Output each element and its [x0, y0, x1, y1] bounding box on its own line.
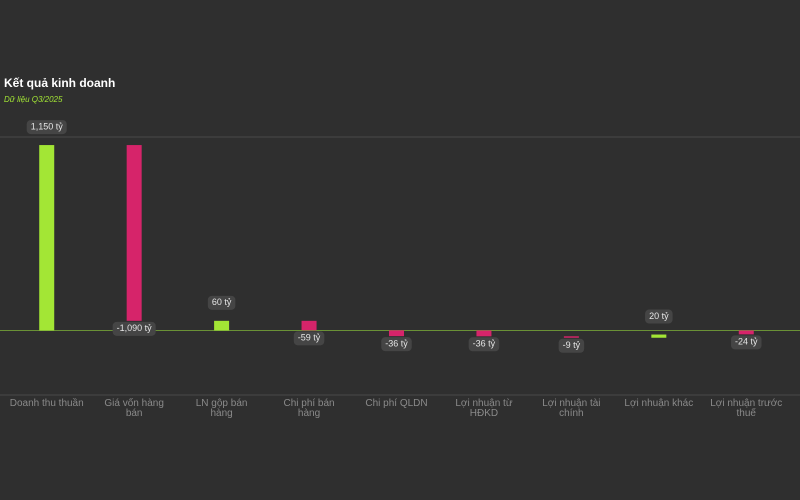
bar: [126, 145, 142, 321]
x-tick-label: Giá vốn hàng bán: [104, 398, 164, 419]
value-label-box: [207, 295, 236, 310]
value-label: 20 tỷ: [649, 311, 669, 321]
value-label-group: -36 tỷ: [468, 337, 500, 352]
bar: [651, 334, 667, 338]
bar: [39, 145, 55, 331]
value-label-group: -59 tỷ: [293, 331, 325, 346]
bar: [738, 330, 754, 335]
bar: [476, 330, 492, 337]
value-label: 60 tỷ: [212, 297, 232, 307]
x-tick-label: Chi phí QLDN: [365, 398, 428, 409]
x-tick-label: Doanh thu thuần: [9, 398, 84, 409]
x-tick-label: Lợi nhuận tài chính: [542, 398, 601, 419]
bar: [389, 330, 404, 337]
value-label-group: 20 tỷ: [645, 309, 673, 324]
value-label: -36 tỷ: [473, 339, 496, 349]
value-label-group: -36 tỷ: [381, 337, 412, 352]
value-label: 1,150 tỷ: [31, 121, 64, 131]
x-tick-label: Lợi nhuận khác: [624, 398, 694, 409]
value-label-box: [381, 337, 412, 352]
value-label-box: [112, 321, 156, 336]
value-label-box: [645, 309, 673, 324]
value-label: -59 tỷ: [298, 333, 321, 343]
value-label-box: [26, 120, 67, 135]
value-label: -36 tỷ: [385, 339, 408, 349]
value-label-box: [468, 337, 500, 352]
x-tick-label: Lợi nhuận từ HĐKD: [455, 398, 513, 419]
bar: [301, 320, 317, 331]
bar: [214, 320, 230, 331]
value-label-box: [293, 331, 325, 346]
x-tick-label: LN gộp bán hàng: [195, 398, 248, 419]
value-label-group: -24 tỷ: [731, 335, 762, 350]
value-label-group: -1,090 tỷ: [112, 321, 156, 336]
x-tick-label: Lợi nhuận trước thuế: [710, 398, 783, 419]
value-label-group: -9 tỷ: [558, 338, 585, 353]
x-tick-label: Chi phí bán hàng: [283, 398, 335, 419]
value-label-group: 1,150 tỷ: [26, 120, 67, 135]
value-label-box: [558, 338, 585, 353]
value-label-group: 60 tỷ: [207, 295, 236, 310]
value-label: -9 tỷ: [563, 340, 581, 350]
chart-subtitle: Dữ liệu Q3/2025: [4, 95, 63, 104]
value-label: -24 tỷ: [735, 337, 758, 347]
value-label-box: [731, 335, 762, 350]
chart-title: Kết quả kinh doanh: [4, 76, 115, 90]
bar: [563, 336, 579, 338]
value-label: -1,090 tỷ: [117, 323, 153, 333]
